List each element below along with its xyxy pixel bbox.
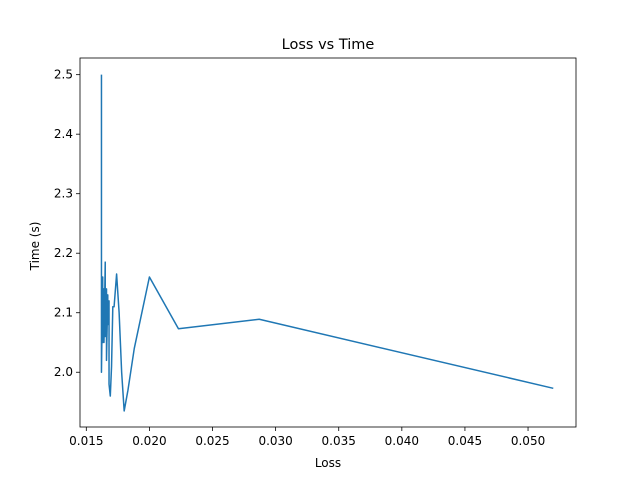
x-tick-label: 0.045 (448, 434, 482, 448)
x-tick-label: 0.025 (195, 434, 229, 448)
x-tick-label: 0.035 (322, 434, 356, 448)
x-tick-label: 0.015 (69, 434, 103, 448)
chart-title: Loss vs Time (282, 37, 375, 53)
y-tick-label: 2.1 (54, 306, 73, 320)
series-line (100, 74, 554, 412)
y-tick-label: 2.5 (54, 68, 73, 82)
x-tick-label: 0.020 (132, 434, 166, 448)
x-axis: 0.015 0.020 0.025 0.030 0.035 0.040 0.045 0.050 (69, 427, 545, 448)
plot-frame (79, 57, 577, 428)
x-axis-label: Loss (315, 456, 341, 470)
x-tick-label: 0.030 (258, 434, 292, 448)
y-tick-label: 2.4 (54, 127, 73, 141)
x-tick-label: 0.040 (385, 434, 419, 448)
y-tick-label: 2.0 (54, 365, 73, 379)
x-tick-label: 0.050 (511, 434, 545, 448)
y-tick-label: 2.2 (54, 246, 73, 260)
y-axis: 2.0 2.1 2.2 2.3 2.4 2.5 (54, 68, 80, 379)
y-tick-label: 2.3 (54, 187, 73, 201)
plot-area (100, 74, 554, 412)
y-axis-label: Time (s) (28, 222, 42, 272)
